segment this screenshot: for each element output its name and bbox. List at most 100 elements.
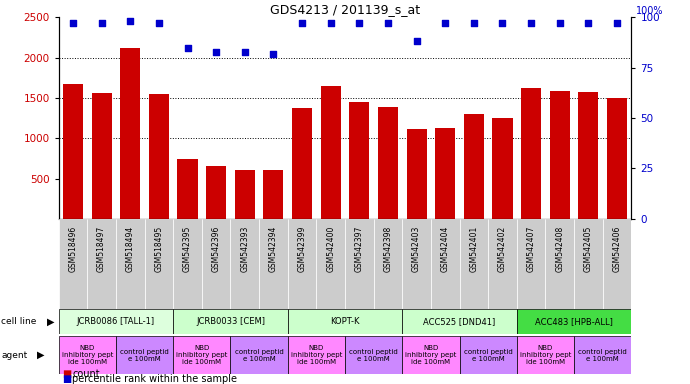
Text: percentile rank within the sample: percentile rank within the sample xyxy=(72,374,237,384)
Text: ■: ■ xyxy=(62,369,71,379)
Text: JCRB0086 [TALL-1]: JCRB0086 [TALL-1] xyxy=(77,317,155,326)
Bar xyxy=(116,219,145,309)
Text: GSM542402: GSM542402 xyxy=(498,226,507,272)
Text: GSM518496: GSM518496 xyxy=(68,226,77,272)
Bar xyxy=(177,159,197,219)
Point xyxy=(611,20,622,26)
Text: GSM542398: GSM542398 xyxy=(384,226,393,272)
Bar xyxy=(230,336,288,374)
Point xyxy=(239,48,250,55)
Point xyxy=(440,20,451,26)
Text: GSM518497: GSM518497 xyxy=(97,226,106,272)
Bar xyxy=(264,170,284,219)
Text: GSM518494: GSM518494 xyxy=(126,226,135,272)
Bar xyxy=(578,92,598,219)
Bar xyxy=(63,84,83,219)
Point xyxy=(325,20,336,26)
Text: KOPT-K: KOPT-K xyxy=(331,317,359,326)
Text: NBD
inhibitory pept
ide 100mM: NBD inhibitory pept ide 100mM xyxy=(520,345,571,365)
Point xyxy=(182,45,193,51)
Text: control peptid
e 100mM: control peptid e 100mM xyxy=(349,349,398,362)
Text: ▶: ▶ xyxy=(37,350,44,360)
Point xyxy=(125,18,136,25)
Bar xyxy=(517,309,631,334)
Bar xyxy=(574,219,603,309)
Point xyxy=(411,38,422,45)
Bar xyxy=(435,128,455,219)
Point xyxy=(96,20,107,26)
Bar xyxy=(402,336,460,374)
Point xyxy=(297,20,308,26)
Bar xyxy=(546,219,574,309)
Point xyxy=(583,20,594,26)
Bar xyxy=(288,336,345,374)
Text: NBD
inhibitory pept
ide 100mM: NBD inhibitory pept ide 100mM xyxy=(61,345,113,365)
Point xyxy=(469,20,480,26)
Bar xyxy=(288,309,402,334)
Bar xyxy=(464,114,484,219)
Bar xyxy=(235,170,255,219)
Point xyxy=(554,20,565,26)
Bar xyxy=(378,107,398,219)
Bar xyxy=(173,219,202,309)
Bar xyxy=(603,219,631,309)
Text: GSM542395: GSM542395 xyxy=(183,226,192,273)
Text: control peptid
e 100mM: control peptid e 100mM xyxy=(120,349,169,362)
Text: GSM542403: GSM542403 xyxy=(412,226,421,273)
Bar xyxy=(431,219,460,309)
Text: control peptid
e 100mM: control peptid e 100mM xyxy=(235,349,284,362)
Text: ■: ■ xyxy=(62,374,71,384)
Bar xyxy=(550,91,570,219)
Bar xyxy=(574,336,631,374)
Text: GSM518495: GSM518495 xyxy=(155,226,164,272)
Text: GSM542397: GSM542397 xyxy=(355,226,364,273)
Text: ACC483 [HPB-ALL]: ACC483 [HPB-ALL] xyxy=(535,317,613,326)
Bar xyxy=(349,102,369,219)
Text: cell line: cell line xyxy=(1,317,37,326)
Point xyxy=(153,20,164,26)
Text: NBD
inhibitory pept
ide 100mM: NBD inhibitory pept ide 100mM xyxy=(405,345,457,365)
Bar xyxy=(316,219,345,309)
Text: GSM542393: GSM542393 xyxy=(240,226,249,273)
Point xyxy=(354,20,365,26)
Title: GDS4213 / 201139_s_at: GDS4213 / 201139_s_at xyxy=(270,3,420,16)
Text: 100%: 100% xyxy=(635,6,663,16)
Text: count: count xyxy=(72,369,100,379)
Bar xyxy=(87,219,116,309)
Text: GSM542396: GSM542396 xyxy=(212,226,221,273)
Text: GSM542408: GSM542408 xyxy=(555,226,564,272)
Bar xyxy=(607,98,627,219)
Point xyxy=(210,48,221,55)
Bar xyxy=(402,219,431,309)
Text: GSM542400: GSM542400 xyxy=(326,226,335,273)
Bar xyxy=(517,219,546,309)
Text: control peptid
e 100mM: control peptid e 100mM xyxy=(464,349,513,362)
Text: GSM542407: GSM542407 xyxy=(526,226,535,273)
Bar xyxy=(120,48,140,219)
Bar xyxy=(145,219,173,309)
Bar xyxy=(460,219,489,309)
Bar xyxy=(288,219,316,309)
Point xyxy=(268,51,279,57)
Text: GSM542405: GSM542405 xyxy=(584,226,593,273)
Bar xyxy=(92,93,112,219)
Bar xyxy=(173,336,230,374)
Bar xyxy=(259,219,288,309)
Bar xyxy=(517,336,574,374)
Bar xyxy=(493,118,513,219)
Bar xyxy=(149,94,169,219)
Text: ▶: ▶ xyxy=(47,316,55,327)
Text: control peptid
e 100mM: control peptid e 100mM xyxy=(578,349,627,362)
Text: NBD
inhibitory pept
ide 100mM: NBD inhibitory pept ide 100mM xyxy=(290,345,342,365)
Bar xyxy=(345,336,402,374)
Point xyxy=(382,20,393,26)
Bar xyxy=(374,219,402,309)
Bar xyxy=(59,309,173,334)
Bar xyxy=(59,219,87,309)
Bar xyxy=(202,219,230,309)
Text: agent: agent xyxy=(1,351,28,360)
Bar xyxy=(206,167,226,219)
Bar xyxy=(521,88,541,219)
Text: GSM542399: GSM542399 xyxy=(297,226,306,273)
Bar xyxy=(345,219,374,309)
